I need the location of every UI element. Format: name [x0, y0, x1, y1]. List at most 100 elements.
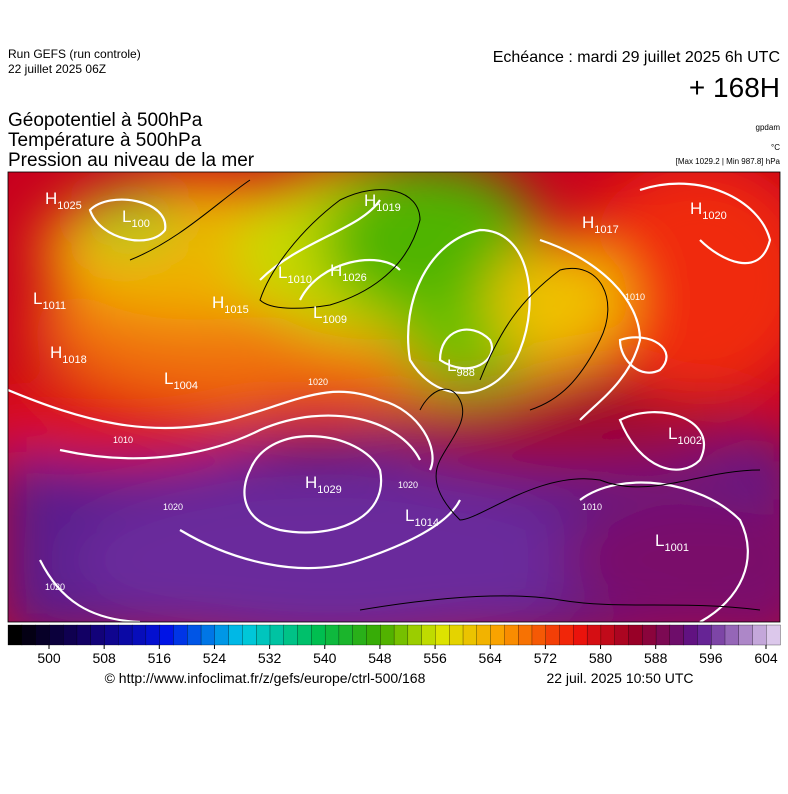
footer-time: 22 juil. 2025 10:50 UTC — [546, 670, 693, 686]
center-type: L — [668, 424, 677, 443]
pressure-center: H1029 — [305, 473, 342, 496]
colorbar-swatch — [697, 624, 712, 646]
contour-label: 1010 — [582, 502, 602, 512]
colorbar-tick-label: 580 — [589, 650, 613, 666]
pressure-center: L1009 — [313, 303, 347, 326]
colorbar-tick-label: 564 — [479, 650, 503, 666]
run-date: 22 juillet 2025 06Z — [8, 62, 106, 76]
colorbar-swatch — [614, 624, 629, 646]
pressure-center: L1004 — [164, 369, 198, 392]
colorbar-swatch — [393, 624, 409, 646]
colorbar-swatch — [283, 624, 299, 646]
colorbar-tick-label: 500 — [37, 650, 61, 666]
center-value: 1020 — [702, 210, 726, 222]
pressure-center: L1011 — [33, 289, 66, 312]
colorbar-tick-label: 508 — [92, 650, 116, 666]
center-type: H — [690, 199, 702, 218]
pressure-center: L1014 — [405, 506, 439, 529]
colorbar-swatch — [531, 624, 547, 646]
unit: °C — [771, 143, 780, 152]
contour-label: 1020 — [163, 502, 183, 512]
colorbar-swatch — [256, 624, 271, 646]
center-value: 1017 — [594, 224, 618, 236]
center-type: H — [364, 191, 376, 210]
pressure-center: L1001 — [655, 531, 689, 554]
colorbar-swatch — [752, 624, 767, 646]
center-type: H — [45, 189, 57, 208]
center-value: 1009 — [322, 314, 346, 326]
colorbar-tick-label: 540 — [313, 650, 337, 666]
center-value: 1014 — [414, 517, 438, 529]
colorbar-swatch — [35, 624, 50, 646]
center-type: L — [447, 356, 456, 375]
contour-label: 1010 — [113, 435, 133, 445]
center-value: 1001 — [664, 542, 688, 554]
unit: gpdam — [756, 123, 781, 132]
pressure-center: H1018 — [50, 343, 87, 366]
colorbar-swatch — [435, 624, 450, 646]
center-type: L — [278, 263, 287, 282]
colorbar-swatch — [214, 624, 230, 646]
colorbar-swatch — [462, 624, 478, 646]
pressure-center: H1025 — [45, 189, 82, 212]
colorbar-swatch — [324, 624, 340, 646]
center-type: H — [582, 213, 594, 232]
colorbar-swatch — [738, 624, 754, 646]
colorbar-swatch — [655, 624, 671, 646]
center-value: 988 — [456, 367, 474, 379]
center-type: L — [655, 531, 664, 550]
colorbar-swatch — [173, 624, 188, 646]
center-value: 1011 — [42, 300, 66, 312]
pressure-center: L988 — [447, 356, 475, 379]
colorbar-swatch — [711, 624, 726, 646]
colorbar-swatch — [311, 624, 326, 646]
colorbar-swatch — [545, 624, 560, 646]
colorbar-swatch — [297, 624, 312, 646]
center-type: H — [305, 473, 317, 492]
run-label: Run GEFS (run controle) — [8, 47, 141, 61]
unit: [Max 1029.2 | Min 987.8] hPa — [676, 157, 781, 166]
center-value: 100 — [131, 218, 149, 230]
colorbar-tick-label: 572 — [534, 650, 558, 666]
colorbar-swatch — [104, 624, 119, 646]
title: Température à 500hPa — [8, 130, 202, 151]
center-value: 1029 — [317, 484, 341, 496]
colorbar-tick-label: 596 — [699, 650, 723, 666]
colorbar-swatch — [449, 624, 464, 646]
colorbar-tick-label: 588 — [644, 650, 668, 666]
colorbar-swatch — [421, 624, 436, 646]
pressure-center: L1002 — [668, 424, 702, 447]
colorbar-swatch — [600, 624, 616, 646]
colorbar-tick-label: 516 — [148, 650, 172, 666]
colorbar-swatch — [476, 624, 492, 646]
center-value: 1015 — [224, 304, 248, 316]
colorbar-swatch — [63, 624, 78, 646]
contour-label: 1020 — [398, 480, 418, 490]
contour-label: 1020 — [45, 582, 65, 592]
colorbar-swatch — [269, 624, 285, 646]
colorbar-swatch — [76, 624, 92, 646]
center-type: H — [50, 343, 62, 362]
colorbar-swatch — [573, 624, 588, 646]
colorbar-swatch — [628, 624, 643, 646]
footer-url: © http://www.infoclimat.fr/z/gefs/europe… — [105, 670, 426, 686]
pressure-center: H1020 — [690, 199, 727, 222]
colorbar-swatch — [7, 624, 23, 646]
colorbar-swatch — [504, 624, 519, 646]
center-value: 1010 — [287, 274, 311, 286]
contour-label: 1020 — [308, 377, 328, 387]
center-value: 1004 — [173, 380, 197, 392]
contour-label: 1010 — [625, 292, 645, 302]
center-type: H — [330, 261, 342, 280]
map-frame — [7, 171, 781, 623]
colorbar-swatch — [145, 624, 161, 646]
lead-time: + 168H — [689, 72, 780, 103]
colorbar-swatch — [642, 624, 657, 646]
colorbar-swatch — [352, 624, 367, 646]
echeance: Echéance : mardi 29 juillet 2025 6h UTC — [493, 49, 780, 66]
center-type: H — [212, 293, 224, 312]
colorbar-swatch — [559, 624, 574, 646]
colorbar-swatch — [49, 624, 64, 646]
colorbar-swatch — [90, 624, 105, 646]
